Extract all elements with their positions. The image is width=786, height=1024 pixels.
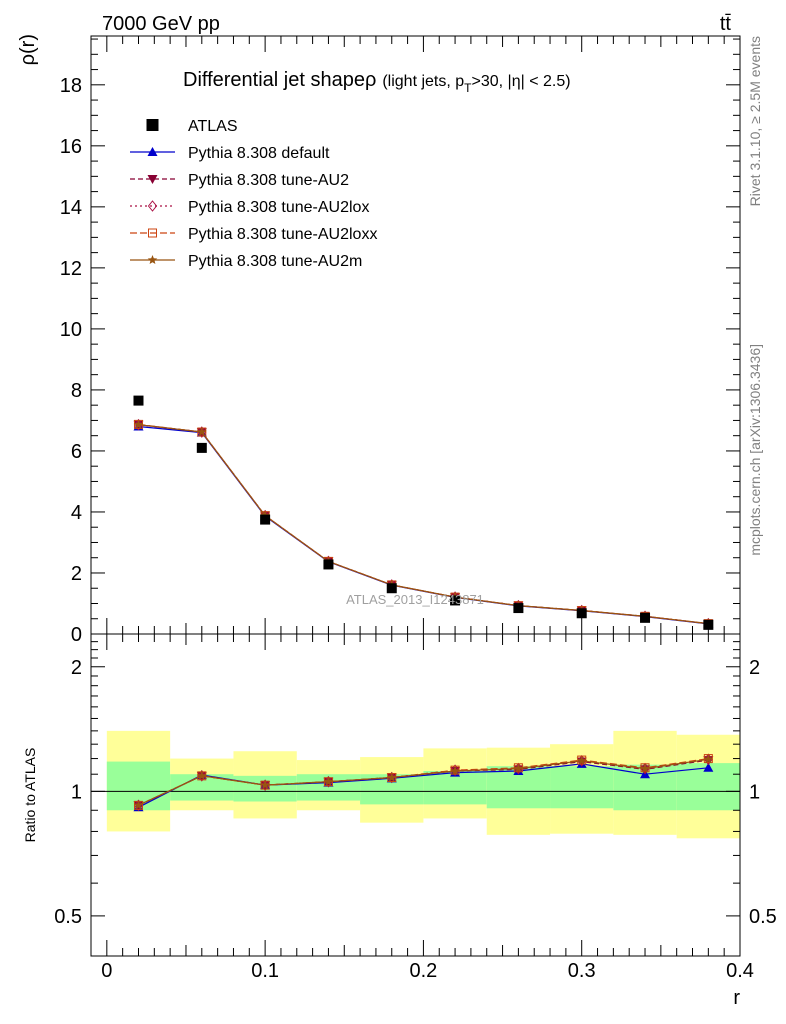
legend-label: Pythia 8.308 tune-AU2lox xyxy=(188,199,369,216)
main-ylabel: ρ(r) xyxy=(17,34,39,65)
main-ytick-label: 6 xyxy=(71,441,82,463)
analysis-watermark: ATLAS_2013_I1243871 xyxy=(346,592,484,607)
series-marker xyxy=(133,419,144,429)
plot-frames xyxy=(90,35,741,957)
data-point xyxy=(323,559,334,570)
data-point xyxy=(386,583,397,594)
rivet-label: Rivet 3.1.10, ≥ 2.5M events xyxy=(747,36,763,206)
main-ytick-label: 14 xyxy=(60,197,82,219)
legend: ATLAS Pythia 8.308 default Pythia 8.308 tu… xyxy=(130,118,377,270)
main-ytick-label: 12 xyxy=(60,258,82,280)
data-point xyxy=(260,514,271,525)
ratio-ytick-label: 2 xyxy=(71,657,82,679)
legend-label: Pythia 8.308 tune-AU2m xyxy=(188,253,362,270)
ratio-uncertainty-bands xyxy=(106,730,740,839)
ratio-line xyxy=(138,758,709,806)
series-line xyxy=(138,424,709,625)
data-point xyxy=(450,595,461,606)
ratio-marker xyxy=(323,776,334,786)
xtick-label: 0.4 xyxy=(726,960,754,982)
ratio-series xyxy=(133,753,714,812)
data-point xyxy=(703,619,714,630)
main-series xyxy=(133,395,714,630)
data-point xyxy=(196,442,207,453)
main-title: Differential jet shapeρ (light jets, pT>3… xyxy=(183,69,571,95)
legend-marker xyxy=(148,228,157,238)
inner-band xyxy=(550,766,614,809)
ratio-marker xyxy=(387,772,397,782)
data-point xyxy=(513,603,524,614)
xtick-label: 0.1 xyxy=(251,960,279,982)
main-ytick-label: 8 xyxy=(71,380,82,402)
xtick-label: 0.3 xyxy=(568,960,596,982)
legend-marker xyxy=(147,255,158,264)
legend-label: Pythia 8.308 tune-AU2 xyxy=(188,172,349,189)
ratio-frame xyxy=(90,633,741,957)
ratio-ytick-label: 0.5 xyxy=(54,906,82,928)
data-point xyxy=(133,395,144,406)
ratio-marker xyxy=(640,763,650,773)
xlabel: r xyxy=(733,987,740,1009)
xtick-label: 0.2 xyxy=(410,960,438,982)
legend-marker xyxy=(147,147,158,156)
ratio-marker xyxy=(133,800,144,810)
main-ytick-label: 10 xyxy=(60,319,82,341)
ratio-marker xyxy=(197,770,207,780)
main-ytick-label: 18 xyxy=(60,75,82,97)
ratio-ylabel: Ratio to ATLAS xyxy=(22,748,38,843)
ratio-ytick-label-right: 1 xyxy=(749,781,760,803)
xtick-label: 0 xyxy=(101,960,112,982)
main-ytick-label: 16 xyxy=(60,136,82,158)
legend-label: Pythia 8.308 default xyxy=(188,145,330,162)
legend-marker xyxy=(146,119,159,131)
ratio-marker xyxy=(450,766,460,775)
ratio-marker xyxy=(450,764,460,776)
data-point xyxy=(640,612,651,623)
ratio-marker xyxy=(260,780,270,790)
main-ytick-label: 2 xyxy=(71,563,82,585)
data-point xyxy=(576,608,587,619)
header-left: 7000 GeV pp xyxy=(102,13,220,35)
main-ytick-label: 4 xyxy=(71,502,82,524)
legend-marker xyxy=(147,175,158,184)
ratio-ytick-label: 1 xyxy=(71,781,82,803)
ratio-marker xyxy=(513,763,524,773)
legend-label: ATLAS xyxy=(188,118,238,135)
legend-marker xyxy=(147,200,158,212)
ratio-ytick-label-right: 2 xyxy=(749,657,760,679)
header-right: tt̄ xyxy=(720,13,732,35)
ratio-marker xyxy=(703,762,714,772)
legend-label: Pythia 8.308 tune-AU2loxx xyxy=(188,226,377,243)
ratio-marker xyxy=(703,754,714,764)
ratio-marker xyxy=(577,755,587,765)
mcplots-label: mcplots.cern.ch [arXiv:1306.3436] xyxy=(747,344,763,556)
ratio-ytick-label-right: 0.5 xyxy=(749,906,777,928)
series-marker xyxy=(197,427,207,437)
main-ytick-label: 0 xyxy=(71,624,82,646)
